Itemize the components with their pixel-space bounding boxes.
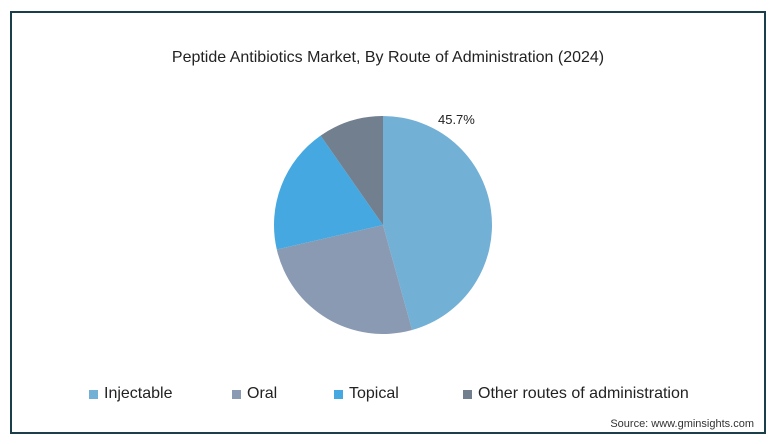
legend-item-other-routes: Other routes of administration [463,385,689,403]
legend-item-topical: Topical [334,385,399,403]
slice-label-injectable: 45.7% [438,112,475,127]
legend-item-injectable: Injectable [89,385,173,403]
pie-slice-oral [276,225,413,334]
legend-swatch-injectable [89,389,98,399]
legend-label-injectable: Injectable [104,385,173,402]
legend-label-other-routes: Other routes of administration [478,385,689,402]
legend-swatch-other-routes [463,389,472,399]
legend-label-oral: Oral [247,385,278,402]
legend-swatch-oral [232,389,241,399]
pie-slice-other-routes-of-administration [320,116,383,225]
chart-frame: Peptide Antibiotics Market, By Route of … [10,11,766,434]
chart-title: Peptide Antibiotics Market, By Route of … [171,49,605,66]
pie-slice-topical [274,135,383,250]
legend-swatch-topical [334,389,343,399]
pie-slice-injectable [383,116,492,331]
legend-label-topical: Topical [349,385,399,402]
source-note: Source: www.gminsights.com [610,418,754,430]
legend-item-oral: Oral [232,385,277,403]
pie-chart: 45.7% [274,112,492,334]
